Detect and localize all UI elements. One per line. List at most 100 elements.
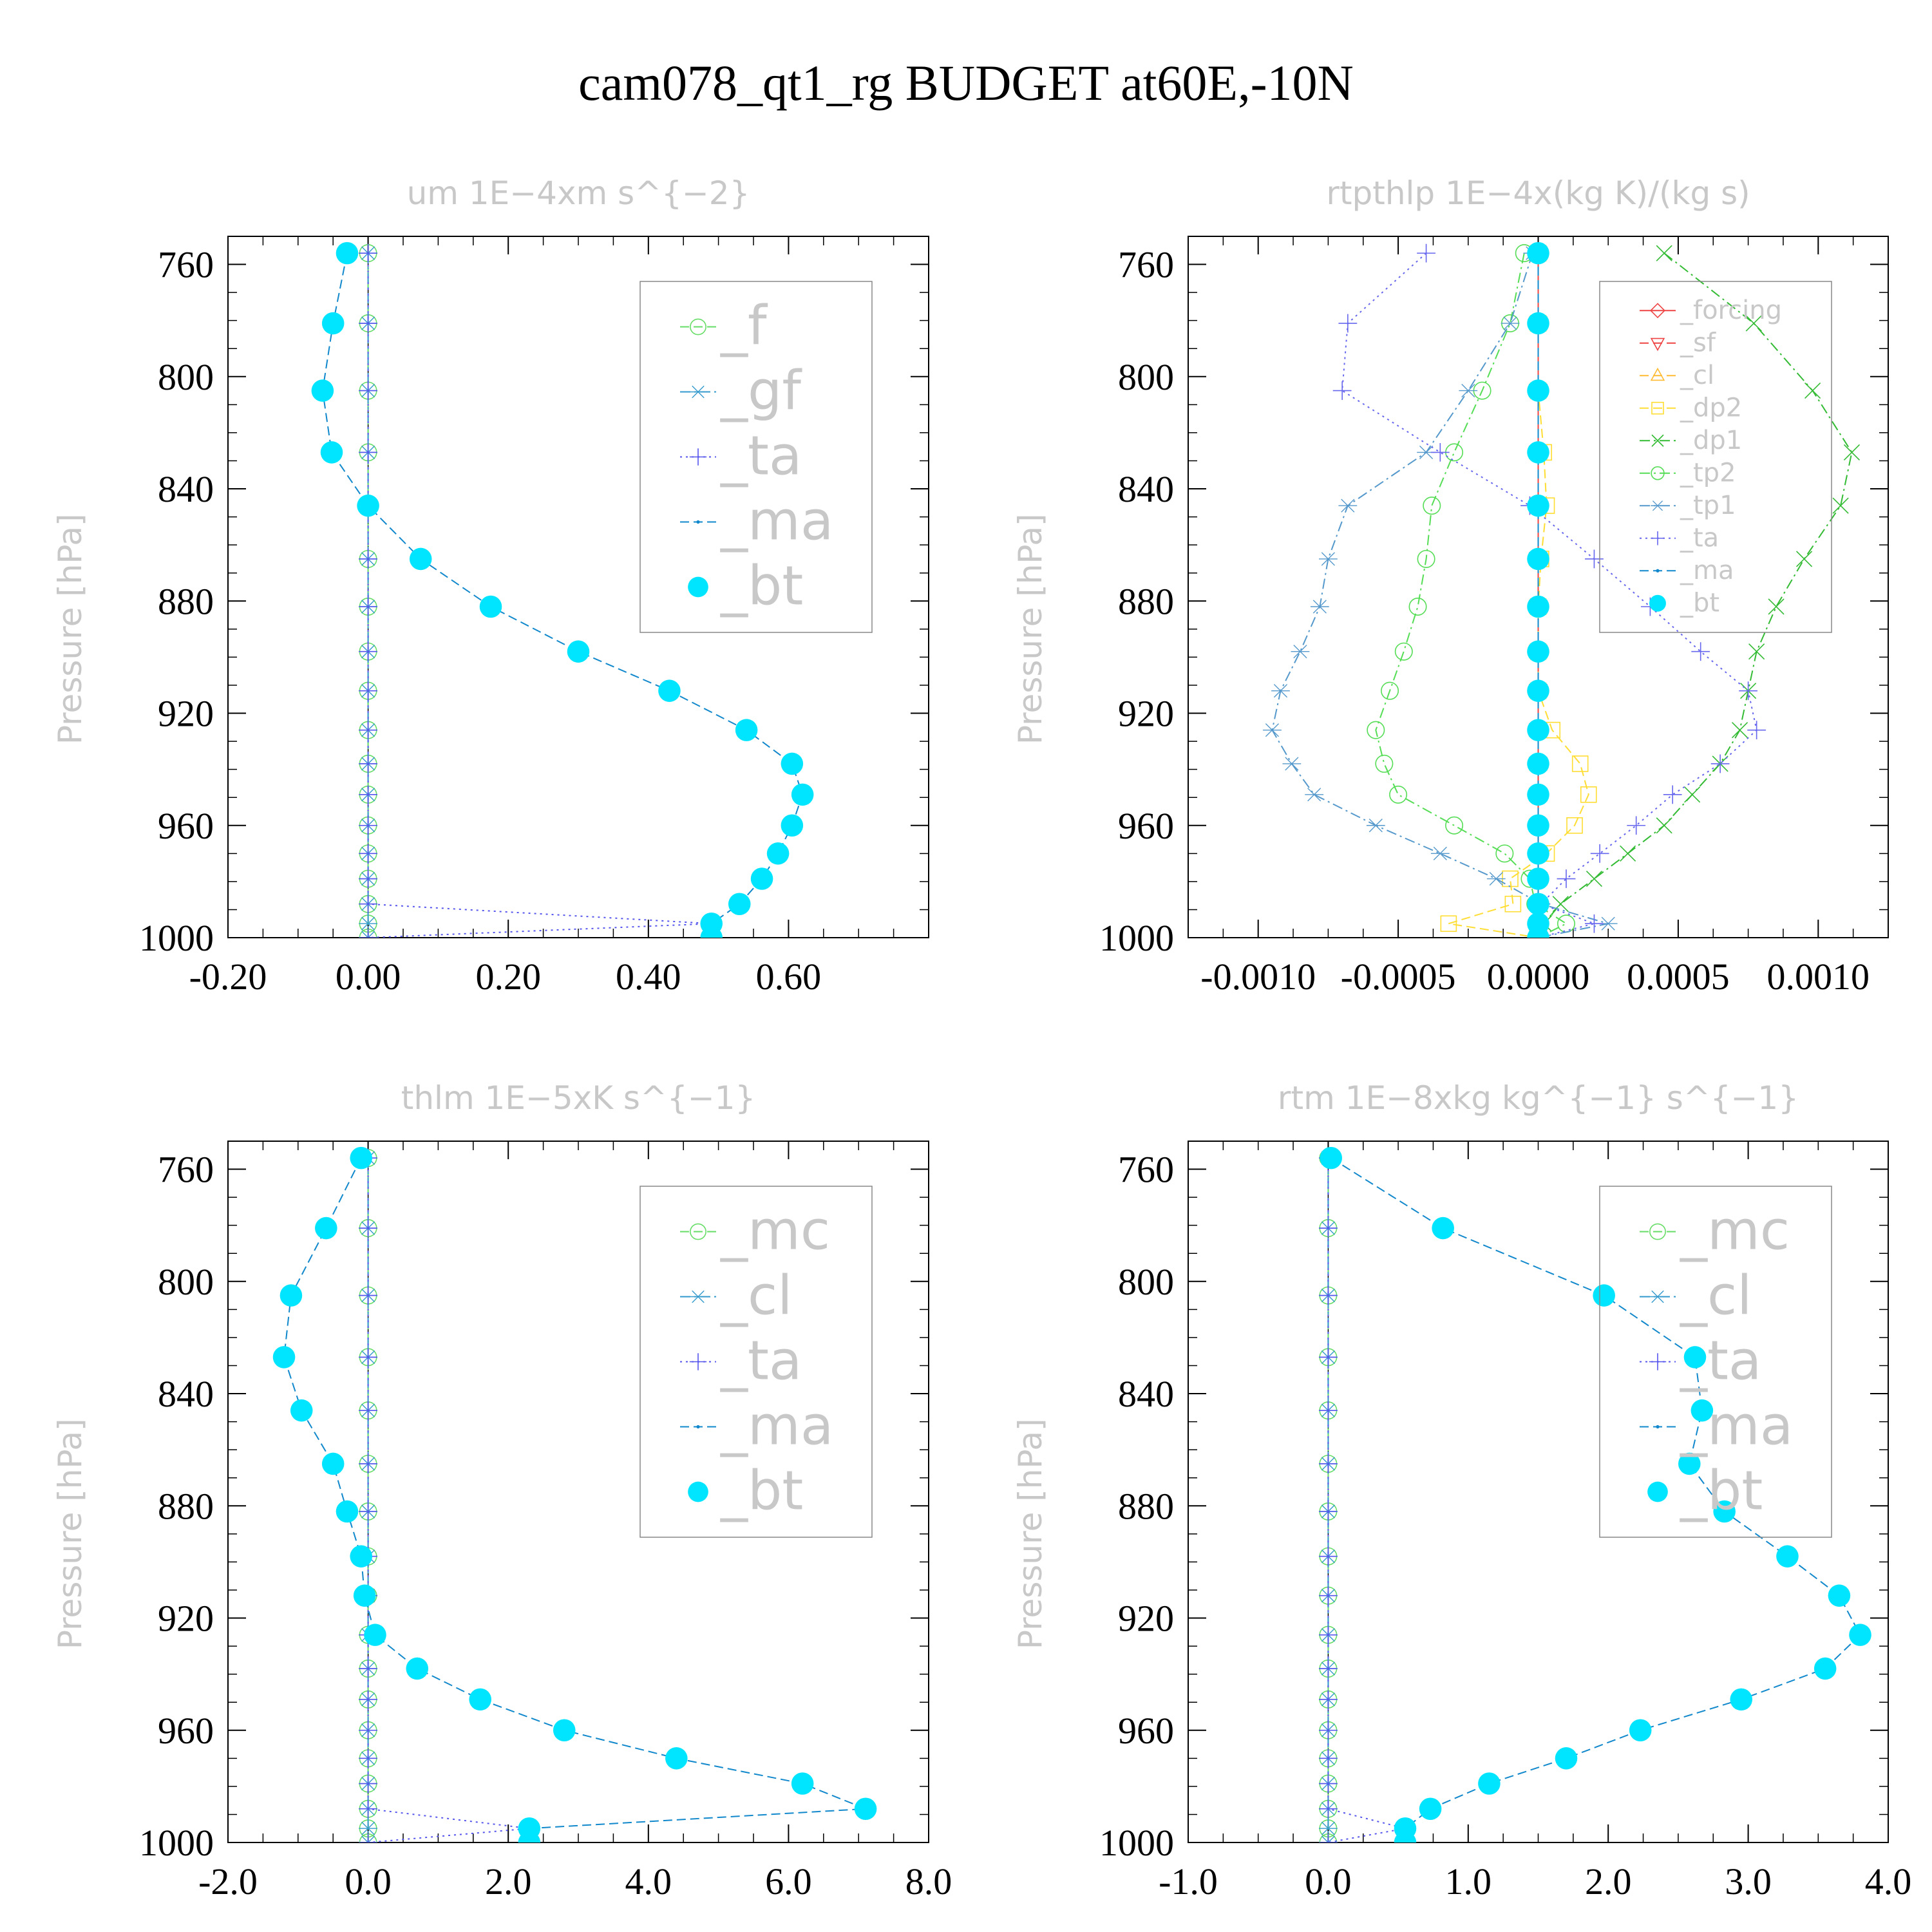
- data-point: [1366, 819, 1385, 833]
- data-point: [750, 867, 773, 890]
- data-point: [1419, 1797, 1442, 1821]
- data-point: [311, 379, 334, 402]
- y-tick-label: 800: [1118, 1261, 1174, 1303]
- legend-item: _bt: [1647, 1459, 1763, 1522]
- series-dp1: [1530, 245, 1861, 938]
- data-point: [1795, 551, 1813, 567]
- y-tick-label: 800: [158, 1261, 214, 1303]
- legend-item: _ta: [680, 424, 802, 487]
- data-point: [1432, 1217, 1454, 1240]
- data-point: [1527, 752, 1549, 775]
- legend-label: _cl: [1680, 361, 1714, 390]
- panel-title: rtm 1E−8xkg kg^{−1} s^{−1}: [1278, 1079, 1799, 1117]
- legend-label: _cl: [1680, 1264, 1752, 1327]
- data-point: [1555, 1747, 1578, 1770]
- legend-marker: [1656, 1425, 1660, 1429]
- data-point: [406, 1657, 429, 1680]
- y-tick-label: 880: [1118, 1485, 1174, 1527]
- legend-label: _dp2: [1680, 393, 1742, 423]
- legend-marker: [688, 1481, 708, 1502]
- data-point: [1319, 1835, 1338, 1842]
- data-point: [1527, 441, 1549, 464]
- panel-title: thlm 1E−5xK s^{−1}: [401, 1079, 755, 1117]
- data-point: [1585, 549, 1604, 569]
- data-point: [1527, 312, 1549, 335]
- legend-label: _bt: [720, 1459, 803, 1522]
- data-point: [1394, 642, 1413, 661]
- y-axis-label: Pressure [hPa]: [1012, 1419, 1049, 1650]
- data-point: [1627, 816, 1646, 835]
- data-point: [359, 816, 377, 835]
- y-tick-label: 880: [1118, 580, 1174, 622]
- x-tick-label: -0.20: [189, 956, 267, 998]
- y-tick-label: 920: [1118, 1598, 1174, 1640]
- data-point: [359, 1659, 377, 1678]
- legend-item: _sf: [1640, 328, 1716, 358]
- data-point: [1552, 896, 1569, 913]
- data-point: [359, 1821, 377, 1835]
- data-point: [1566, 817, 1583, 834]
- y-tick-label: 840: [158, 1373, 214, 1415]
- legend-marker: [696, 1425, 700, 1429]
- data-point: [1849, 1624, 1871, 1646]
- legend: _f_gf_ta_ma_bt: [639, 281, 873, 633]
- data-point: [409, 547, 432, 571]
- data-point: [357, 494, 379, 517]
- data-point: [1478, 1772, 1501, 1795]
- series-bt: [311, 242, 814, 938]
- legend-label: _sf: [1680, 328, 1716, 358]
- data-point: [1319, 1690, 1338, 1709]
- legend-label: _tp1: [1680, 491, 1736, 520]
- data-point: [359, 928, 377, 938]
- data-point: [1585, 914, 1604, 933]
- legend-label: _f: [720, 294, 768, 357]
- data-point: [1319, 1218, 1338, 1238]
- data-point: [1282, 757, 1302, 771]
- legend-item: _bt: [688, 1459, 803, 1522]
- data-point: [1663, 785, 1682, 804]
- data-point: [359, 754, 377, 773]
- data-point: [1527, 595, 1549, 618]
- plot-area: [1263, 242, 1861, 938]
- y-axis-label: Pressure [hPa]: [1012, 514, 1049, 745]
- y-axis-label: Pressure [hPa]: [52, 1419, 89, 1650]
- series-tp1: [1263, 246, 1618, 938]
- data-point: [1527, 842, 1549, 865]
- data-point: [1501, 316, 1520, 330]
- data-point: [553, 1719, 576, 1742]
- legend-label: _mc: [1680, 1198, 1790, 1262]
- y-tick-label: 920: [158, 693, 214, 735]
- data-point: [658, 679, 681, 702]
- y-tick-label: 960: [1118, 805, 1174, 847]
- data-point: [791, 1772, 814, 1795]
- plot-area: [272, 1146, 877, 1842]
- data-point: [1629, 1719, 1652, 1742]
- data-point: [359, 785, 377, 804]
- y-tick-label: 760: [1118, 244, 1174, 286]
- legend-marker: [1651, 500, 1665, 511]
- data-point: [1804, 383, 1821, 399]
- data-point: [1319, 1625, 1338, 1645]
- legend-label: _ta: [720, 424, 802, 487]
- data-point: [279, 1284, 303, 1307]
- legend-item: _mc: [680, 1198, 830, 1262]
- y-tick-label: 960: [158, 1710, 214, 1752]
- x-tick-label: 2.0: [1585, 1861, 1632, 1902]
- data-point: [1271, 684, 1290, 698]
- legend-label: _ma: [1680, 1394, 1793, 1457]
- data-point: [1776, 1545, 1799, 1567]
- legend: _mc_cl_ta_ma_bt: [1599, 1186, 1832, 1538]
- legend-label: _gf: [720, 359, 802, 422]
- x-tick-label: 0.0010: [1767, 956, 1870, 998]
- data-point: [1571, 755, 1589, 772]
- legend-item: _ta: [1640, 1329, 1761, 1392]
- series-bt: [272, 1146, 877, 1842]
- panel-3: thlm 1E−5xK s^{−1} Pressure [hPa] 760 800 84…: [52, 1079, 952, 1902]
- data-point: [1375, 754, 1394, 773]
- data-point: [1527, 379, 1549, 402]
- data-point: [1832, 497, 1849, 514]
- y-tick-label: 800: [1118, 356, 1174, 398]
- data-point: [315, 1217, 337, 1240]
- legend-label: _tp2: [1680, 459, 1736, 488]
- x-tick-label: 0.20: [475, 956, 541, 998]
